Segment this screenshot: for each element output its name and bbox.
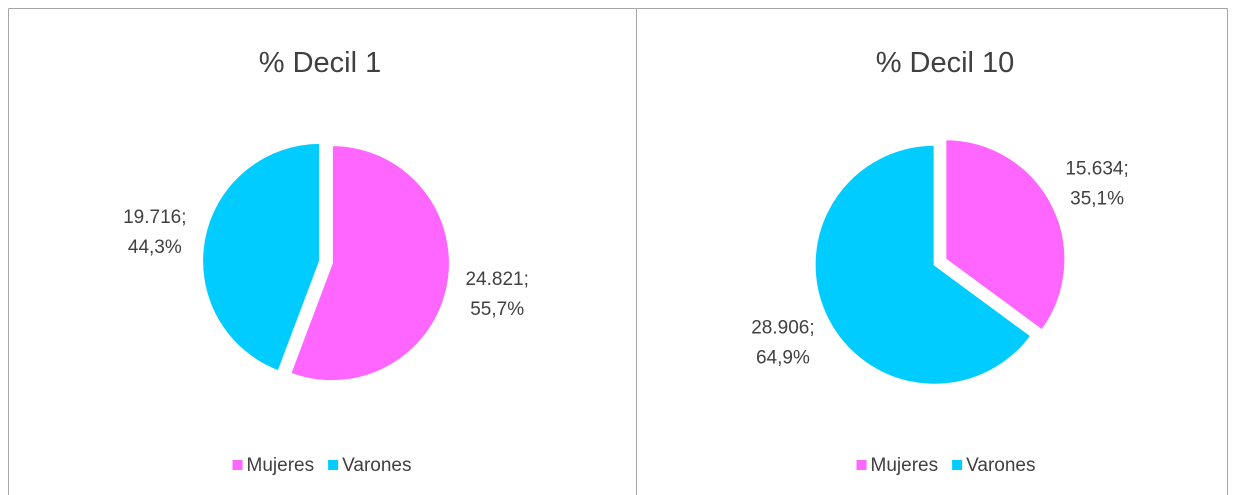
data-label: 15.634; (1065, 159, 1128, 180)
data-label: 44,3% (128, 237, 182, 258)
pie-slice (813, 143, 1033, 386)
legend-label: Mujeres (247, 455, 315, 476)
data-label: 35,1% (1070, 189, 1124, 210)
legend: Mujeres Varones (856, 455, 1035, 476)
legend-swatch (856, 460, 867, 470)
pie-slice (944, 138, 1067, 332)
pie-slice (201, 141, 322, 373)
data-label: 24.821; (465, 269, 528, 290)
data-label: 19.716; (123, 207, 186, 228)
legend-swatch (328, 460, 339, 470)
legend-label: Varones (966, 455, 1035, 476)
legend-label: Varones (342, 455, 411, 476)
data-label: 64,9% (756, 347, 810, 368)
legend: Mujeres Varones (232, 455, 411, 476)
data-label: 55,7% (470, 299, 524, 320)
legend-label: Mujeres (871, 455, 939, 476)
legend-swatch (952, 460, 963, 470)
chart-title: % Decil 10 (876, 47, 1015, 79)
chart-title: % Decil 1 (259, 47, 382, 79)
pie-slice (289, 144, 451, 383)
legend-swatch (232, 460, 243, 470)
data-label: 28.906; (751, 317, 814, 338)
